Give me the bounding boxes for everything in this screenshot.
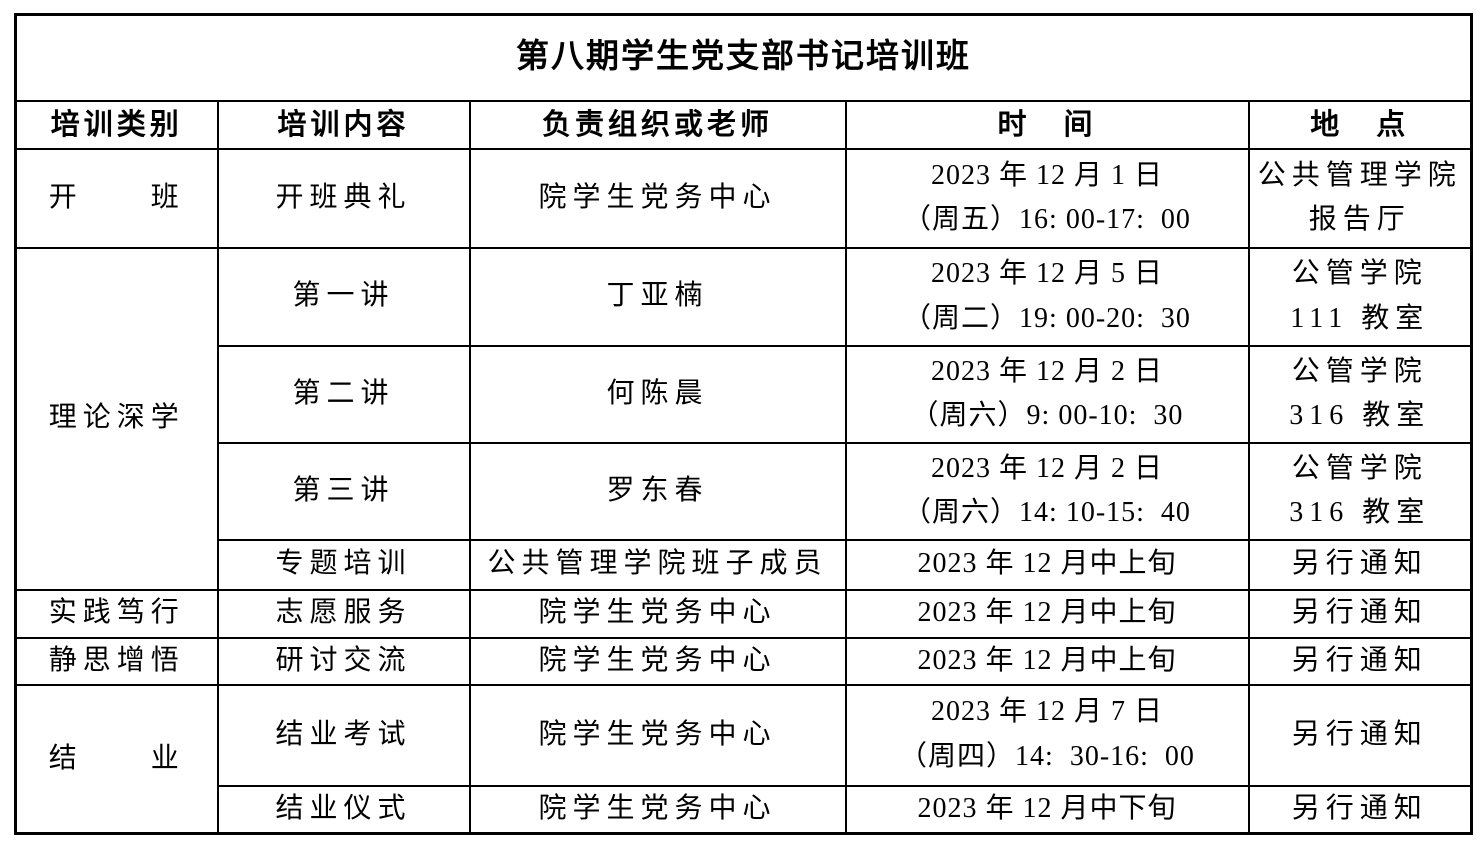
cell-organizer-discussion: 院学生党务中心	[468, 636, 847, 686]
cell-location-lecture-3: 公管学院 316 教室	[1247, 441, 1473, 541]
header-content: 培训内容	[216, 99, 471, 150]
cell-organizer-opening: 院学生党务中心	[468, 147, 847, 249]
cell-time-completion-ceremony: 2023 年 12 月中下旬	[844, 784, 1250, 835]
cell-content-special-training: 专题培训	[216, 538, 471, 591]
cell-category-reflection: 静思增悟	[14, 636, 219, 686]
row-practice: 实践笃行 志愿服务 院学生党务中心 2023 年 12 月中上旬 另行通知	[14, 588, 1473, 639]
cell-time-opening: 2023 年 12 月 1 日 （周五）16: 00-17: 00	[844, 147, 1250, 249]
cell-organizer-lecture-1: 丁亚楠	[468, 246, 847, 347]
cell-location-lecture-2: 公管学院 316 教室	[1247, 344, 1473, 444]
row-opening: 开 班 开班典礼 院学生党务中心 2023 年 12 月 1 日 （周五）16:…	[14, 147, 1473, 249]
cell-time-final-exam: 2023 年 12 月 7 日 （周四）14: 30-16: 00	[844, 683, 1250, 787]
cell-location-volunteer: 另行通知	[1247, 588, 1473, 639]
header-organizer: 负责组织或老师	[468, 99, 847, 150]
cell-organizer-completion-ceremony: 院学生党务中心	[468, 784, 847, 835]
cell-time-discussion: 2023 年 12 月中上旬	[844, 636, 1250, 686]
training-schedule-table: 第八期学生党支部书记培训班 培训类别 培训内容 负责组织或老师 时 间 地 点 …	[14, 13, 1474, 836]
cell-content-lecture-1: 第一讲	[216, 246, 471, 347]
cell-organizer-volunteer: 院学生党务中心	[468, 588, 847, 639]
row-special-training: 专题培训 公共管理学院班子成员 2023 年 12 月中上旬 另行通知	[16, 538, 1473, 591]
cell-organizer-lecture-3: 罗东春	[468, 441, 847, 541]
cell-content-completion-ceremony: 结业仪式	[216, 784, 471, 835]
cell-category-practice: 实践笃行	[14, 588, 219, 639]
row-lecture-1: 理论深学 第一讲 丁亚楠 2023 年 12 月 5 日 （周二）19: 00-…	[14, 246, 1473, 591]
cell-time-lecture-2: 2023 年 12 月 2 日 （周六）9: 00-10: 30	[844, 344, 1250, 444]
cell-location-lecture-1: 公管学院 111 教室	[1247, 246, 1473, 347]
row-lecture-2: 第二讲 何陈晨 2023 年 12 月 2 日 （周六）9: 00-10: 30…	[16, 344, 1473, 444]
row-lecture-3: 第三讲 罗东春 2023 年 12 月 2 日 （周六）14: 10-15: 4…	[16, 441, 1473, 541]
cell-content-volunteer: 志愿服务	[216, 588, 471, 639]
cell-organizer-final-exam: 院学生党务中心	[468, 683, 847, 787]
cell-location-discussion: 另行通知	[1247, 636, 1473, 686]
cell-organizer-lecture-2: 何陈晨	[468, 344, 847, 444]
row-reflection: 静思增悟 研讨交流 院学生党务中心 2023 年 12 月中上旬 另行通知	[14, 636, 1473, 686]
table-title: 第八期学生党支部书记培训班	[14, 13, 1473, 102]
cell-time-special-training: 2023 年 12 月中上旬	[844, 538, 1250, 591]
title-row: 第八期学生党支部书记培训班	[14, 13, 1473, 102]
row-completion-ceremony: 结业仪式 院学生党务中心 2023 年 12 月中下旬 另行通知	[16, 784, 1473, 835]
cell-time-lecture-3: 2023 年 12 月 2 日 （周六）14: 10-15: 40	[844, 441, 1250, 541]
cell-content-lecture-3: 第三讲	[216, 441, 471, 541]
cell-content-discussion: 研讨交流	[216, 636, 471, 686]
cell-location-final-exam: 另行通知	[1247, 683, 1473, 787]
cell-category-theory: 理论深学	[14, 246, 219, 591]
cell-location-opening: 公共管理学院 报告厅	[1247, 147, 1473, 249]
cell-time-volunteer: 2023 年 12 月中上旬	[844, 588, 1250, 639]
cell-content-final-exam: 结业考试	[216, 683, 471, 787]
cell-organizer-special-training: 公共管理学院班子成员	[468, 538, 847, 591]
row-final-exam: 结 业 结业考试 院学生党务中心 2023 年 12 月 7 日 （周四）14:…	[14, 683, 1473, 835]
cell-category-opening: 开 班	[14, 147, 219, 249]
header-time: 时 间	[844, 99, 1250, 150]
cell-location-special-training: 另行通知	[1247, 538, 1473, 591]
header-row: 培训类别 培训内容 负责组织或老师 时 间 地 点	[14, 99, 1473, 150]
cell-content-lecture-2: 第二讲	[216, 344, 471, 444]
header-category: 培训类别	[14, 99, 219, 150]
cell-location-completion-ceremony: 另行通知	[1247, 784, 1473, 835]
header-location: 地 点	[1247, 99, 1473, 150]
cell-time-lecture-1: 2023 年 12 月 5 日 （周二）19: 00-20: 30	[844, 246, 1250, 347]
cell-category-completion: 结 业	[14, 683, 219, 835]
cell-content-opening-ceremony: 开班典礼	[216, 147, 471, 249]
